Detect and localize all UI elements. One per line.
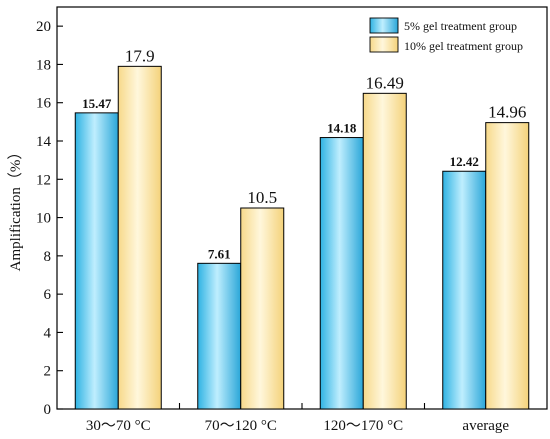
legend-label-10pct: 10% gel treatment group bbox=[404, 39, 523, 53]
y-tick-label: 10 bbox=[36, 211, 51, 227]
bar-10pct bbox=[117, 65, 162, 410]
y-axis-ticks: 0 2 4 6 8 10 12 14 16 18 20 bbox=[36, 19, 63, 418]
bar-5pct bbox=[197, 262, 242, 410]
y-tick-label: 0 bbox=[44, 402, 52, 418]
legend: 5% gel treatment group 10% gel treatment… bbox=[369, 17, 523, 53]
x-axis-ticks: 30～70 °C 70～120 °C 120～170 °C average bbox=[86, 403, 509, 434]
bar-10pct bbox=[485, 122, 530, 410]
y-tick-label: 16 bbox=[36, 96, 52, 112]
data-label: 12.42 bbox=[450, 154, 479, 169]
y-tick-label: 2 bbox=[44, 364, 52, 380]
bar-10pct bbox=[362, 92, 407, 410]
y-tick-label: 12 bbox=[36, 172, 51, 188]
data-label: 10.5 bbox=[247, 188, 277, 207]
legend-swatch-5pct bbox=[369, 17, 399, 34]
data-label: 7.61 bbox=[208, 246, 231, 261]
x-tick-label: 70～120 °C bbox=[205, 418, 277, 434]
data-label: 15.47 bbox=[82, 96, 112, 111]
data-label: 14.18 bbox=[327, 121, 357, 136]
data-label: 16.49 bbox=[366, 73, 404, 92]
y-tick-label: 4 bbox=[44, 325, 52, 341]
bar-5pct bbox=[319, 137, 364, 410]
y-axis-label: Amplification（%） bbox=[7, 145, 24, 272]
y-tick-label: 18 bbox=[36, 57, 51, 73]
legend-label-5pct: 5% gel treatment group bbox=[404, 19, 517, 33]
data-labels-group: 15.47 17.9 7.61 10.5 14.18 16.49 12.42 14.96 bbox=[82, 46, 526, 261]
x-tick-label: 120～170 °C bbox=[323, 418, 403, 434]
bar-5pct bbox=[442, 170, 487, 410]
bar-10pct bbox=[240, 207, 285, 410]
y-tick-label: 6 bbox=[44, 287, 52, 303]
y-tick-label: 20 bbox=[36, 19, 51, 35]
y-tick-label: 14 bbox=[36, 134, 52, 150]
y-tick-label: 8 bbox=[44, 249, 52, 265]
legend-swatch-10pct bbox=[369, 36, 399, 53]
data-label: 14.96 bbox=[488, 103, 526, 122]
data-label: 17.9 bbox=[125, 46, 155, 65]
bar-5pct bbox=[74, 112, 119, 410]
x-tick-label: 30～70 °C bbox=[86, 418, 151, 434]
x-tick-label: average bbox=[462, 418, 509, 434]
bars-group bbox=[74, 65, 530, 410]
